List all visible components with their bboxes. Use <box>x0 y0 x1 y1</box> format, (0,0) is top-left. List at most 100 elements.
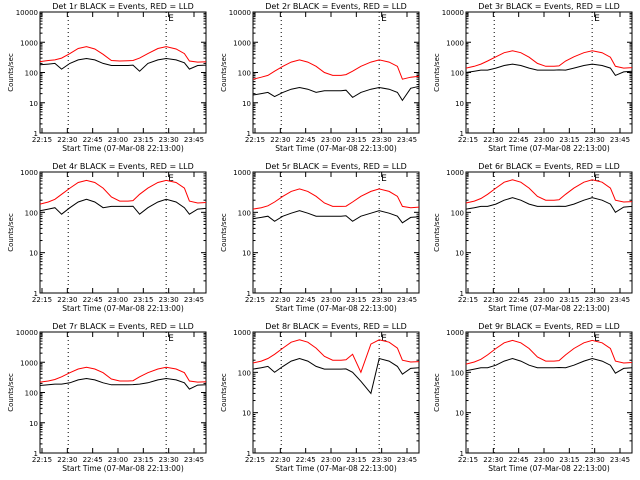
events-series-line <box>39 198 207 215</box>
lld-series-line <box>39 366 207 383</box>
x-tick-label: 23:30 <box>585 136 605 144</box>
x-axis-label: Start Time (07-Mar-08 22:13:00) <box>275 304 397 313</box>
x-tick-label: 23:15 <box>346 456 366 464</box>
y-tick-label: 1 <box>460 450 464 458</box>
y-tick-label: 1000 <box>20 169 38 177</box>
x-tick-label: 22:15 <box>458 136 478 144</box>
marker-label: E <box>168 334 174 344</box>
x-tick-label: 23:00 <box>534 136 554 144</box>
x-tick-label: 22:30 <box>483 136 503 144</box>
y-tick-label: 10000 <box>229 9 251 17</box>
marker-label: E <box>168 174 174 184</box>
x-tick-label: 22:30 <box>270 136 290 144</box>
y-tick-label: 100 <box>238 369 251 377</box>
plot-frame <box>465 331 633 454</box>
x-tick-label: 23:45 <box>610 136 630 144</box>
events-series-line <box>252 85 420 102</box>
panel-title: Det 4r BLACK = Events, RED = LLD <box>52 162 194 171</box>
x-tick-label: 23:45 <box>184 296 204 304</box>
detector-panel-8: E 1 10 100 1000 22:15 22:30 22:45 23:00 23:15 23:3… <box>220 322 420 473</box>
x-tick-label: 22:45 <box>509 456 529 464</box>
y-tick-label: 1 <box>34 290 38 298</box>
marker-label: E <box>594 174 600 184</box>
y-axis-label: Counts/sec <box>433 213 441 252</box>
y-tick-label: 1 <box>247 290 251 298</box>
detector-panel-2: E 1 10 100 1000 10000 22:15 22:30 22:45 23:00 23:1… <box>220 2 420 153</box>
y-tick-label: 100 <box>25 390 38 398</box>
y-tick-label: 1000 <box>233 169 251 177</box>
events-series-line <box>252 357 420 395</box>
y-tick-label: 1000 <box>233 39 251 47</box>
x-tick-label: 22:15 <box>32 136 52 144</box>
x-tick-label: 23:15 <box>346 296 366 304</box>
y-tick-label: 100 <box>25 70 38 78</box>
events-series-line <box>465 197 633 213</box>
x-tick-label: 23:00 <box>321 296 341 304</box>
x-tick-label: 23:30 <box>159 296 179 304</box>
y-axis-label: Counts/sec <box>433 53 441 92</box>
x-axis-label: Start Time (07-Mar-08 22:13:00) <box>275 464 397 473</box>
x-tick-label: 23:00 <box>321 456 341 464</box>
x-tick-label: 23:00 <box>321 136 341 144</box>
x-axis-label: Start Time (07-Mar-08 22:13:00) <box>275 144 397 153</box>
y-tick-label: 10000 <box>442 9 464 17</box>
x-tick-label: 22:45 <box>509 136 529 144</box>
detector-panel-4: E 1 10 100 1000 22:15 22:30 22:45 23:00 23:15 23:3… <box>7 162 207 313</box>
y-axis-label: Counts/sec <box>7 373 15 412</box>
plot-frame <box>465 171 633 294</box>
y-tick-label: 100 <box>238 209 251 217</box>
events-series-line <box>252 210 420 224</box>
x-tick-label: 23:15 <box>559 136 579 144</box>
detector-panel-7: E 1 10 100 1000 10000 22:15 22:30 22:45 23:00 23:1… <box>7 322 207 473</box>
plot-frame <box>465 11 633 134</box>
y-tick-label: 1 <box>460 130 464 138</box>
y-tick-label: 100 <box>238 70 251 78</box>
x-axis-label: Start Time (07-Mar-08 22:13:00) <box>62 304 184 313</box>
y-tick-label: 10 <box>455 250 464 258</box>
x-tick-label: 22:45 <box>83 296 103 304</box>
y-tick-label: 1000 <box>446 329 464 337</box>
detector-panel-5: E 1 10 100 1000 22:15 22:30 22:45 23:00 23:15 23:3… <box>220 162 420 313</box>
panel-title: Det 6r BLACK = Events, RED = LLD <box>478 162 620 171</box>
y-axis-label: Counts/sec <box>7 53 15 92</box>
x-tick-label: 22:30 <box>270 296 290 304</box>
y-tick-label: 1000 <box>446 39 464 47</box>
x-tick-label: 22:15 <box>458 456 478 464</box>
y-tick-label: 100 <box>25 209 38 217</box>
plot-frame <box>252 331 420 454</box>
x-tick-label: 22:15 <box>32 456 52 464</box>
detector-panel-6: E 1 10 100 1000 22:15 22:30 22:45 23:00 23:15 23:3… <box>433 162 633 313</box>
x-tick-label: 22:30 <box>483 296 503 304</box>
x-tick-label: 23:15 <box>133 136 153 144</box>
panel-title: Det 3r BLACK = Events, RED = LLD <box>478 2 620 11</box>
x-tick-label: 22:15 <box>458 296 478 304</box>
x-tick-label: 22:30 <box>57 296 77 304</box>
detector-panel-3: E 1 10 100 1000 10000 22:15 22:30 22:45 23:00 23:1… <box>433 2 633 153</box>
lld-series-line <box>465 50 633 69</box>
panel-title: Det 9r BLACK = Events, RED = LLD <box>478 322 620 331</box>
x-tick-label: 23:45 <box>184 136 204 144</box>
panel-title: Det 5r BLACK = Events, RED = LLD <box>265 162 407 171</box>
x-tick-label: 23:45 <box>610 296 630 304</box>
marker-label: E <box>381 334 387 344</box>
x-tick-label: 23:00 <box>108 136 128 144</box>
y-tick-label: 1000 <box>233 329 251 337</box>
events-series-line <box>39 57 207 72</box>
events-series-line <box>465 357 633 374</box>
y-tick-label: 1 <box>34 450 38 458</box>
x-tick-label: 22:30 <box>57 136 77 144</box>
x-tick-label: 22:15 <box>245 456 265 464</box>
events-series-line <box>39 377 207 390</box>
y-tick-label: 100 <box>451 70 464 78</box>
y-tick-label: 1000 <box>446 169 464 177</box>
x-tick-label: 23:00 <box>108 296 128 304</box>
marker-label: E <box>381 174 387 184</box>
x-tick-label: 23:00 <box>534 456 554 464</box>
plot-frame <box>252 171 420 294</box>
events-series-line <box>465 63 633 77</box>
panel-title: Det 2r BLACK = Events, RED = LLD <box>265 2 407 11</box>
y-axis-label: Counts/sec <box>433 373 441 412</box>
x-tick-label: 22:45 <box>296 456 316 464</box>
panel-title: Det 1r BLACK = Events, RED = LLD <box>52 2 194 11</box>
